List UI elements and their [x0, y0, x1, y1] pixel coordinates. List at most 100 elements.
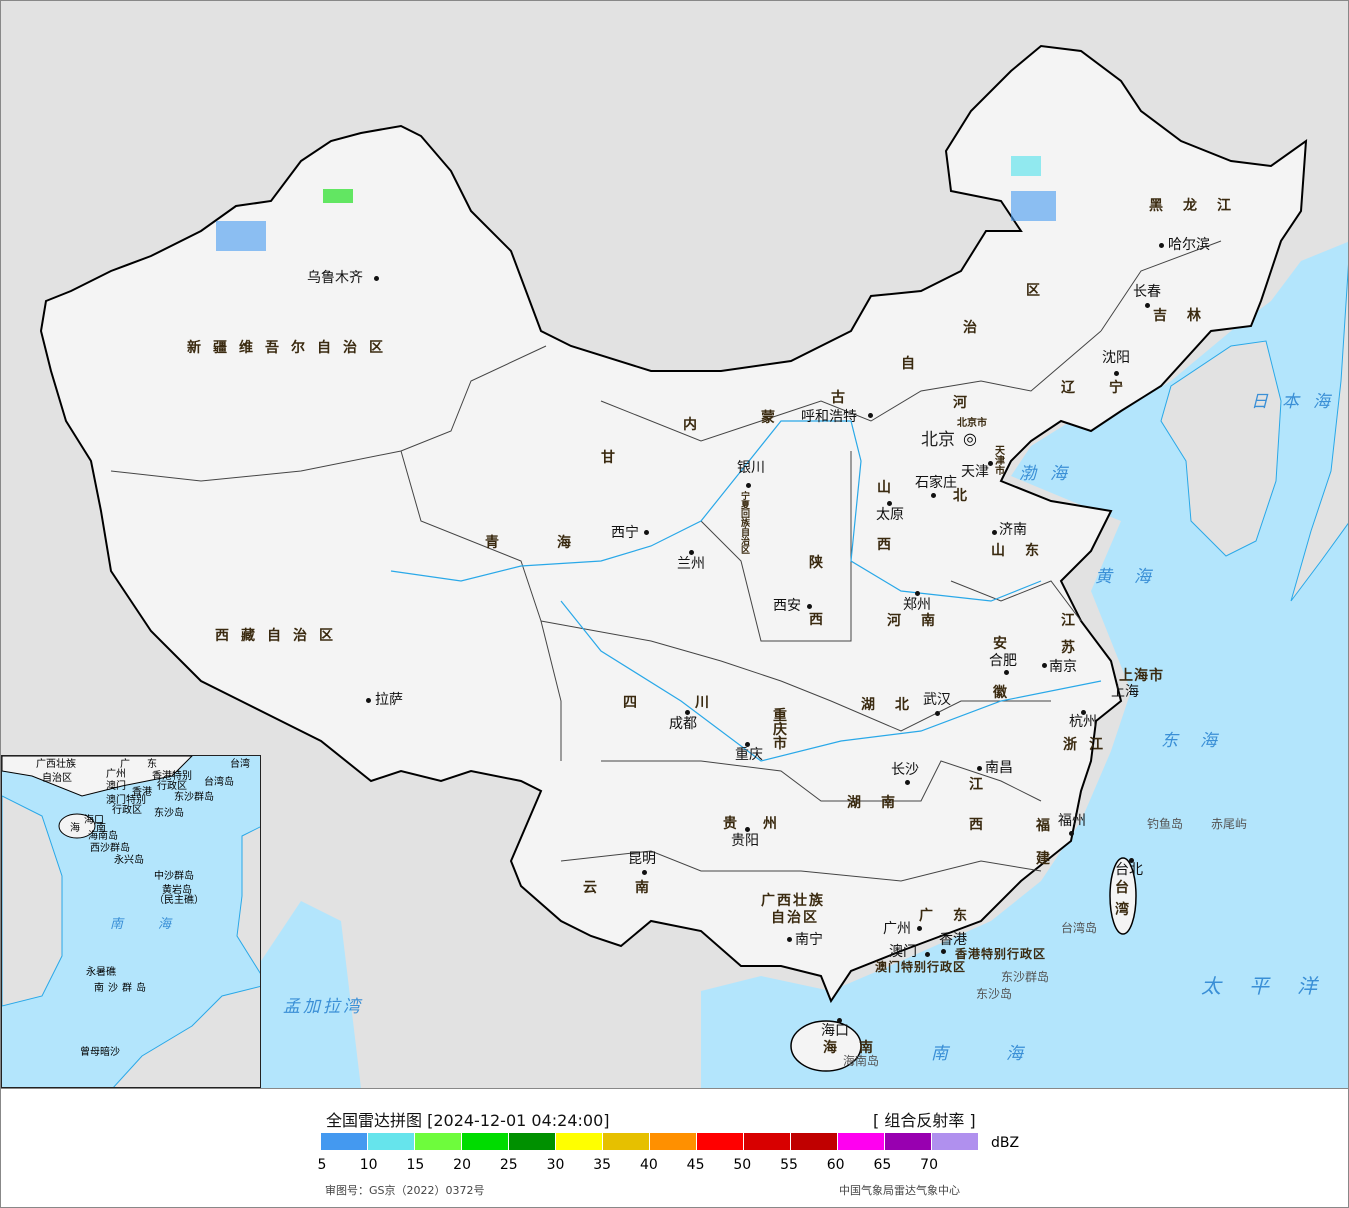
inset-label: 广州: [106, 769, 126, 780]
province-label: 上海市: [1119, 668, 1164, 684]
city-dot: [915, 591, 920, 596]
rivers: [390, 420, 1102, 762]
city-label: 福州: [1058, 813, 1086, 829]
inset-label: 行政区: [157, 781, 187, 792]
city-dot: [1114, 371, 1119, 376]
inset-label: 东: [147, 759, 157, 770]
city-label: 呼和浩特: [801, 409, 857, 425]
city-dot: [746, 483, 751, 488]
tick-label: 15: [406, 1157, 425, 1173]
sea-label: 南海: [931, 1044, 1081, 1064]
inset-label: 台湾岛: [204, 777, 234, 788]
tick-label: 70: [920, 1157, 939, 1173]
city-label: 杭州: [1069, 714, 1097, 730]
city-dot: [644, 530, 649, 535]
city-dot: [689, 550, 694, 555]
city-label: 武汉: [923, 692, 951, 708]
source-credit: 中国气象局雷达气象中心: [839, 1184, 960, 1197]
province-label: 内: [683, 417, 709, 433]
japan-land: [1290, 264, 1348, 602]
map-graphic: [39, 44, 1348, 1088]
province-label: 山东: [991, 543, 1059, 559]
province-label: 徽: [993, 685, 1019, 701]
bay-of-bengal: [241, 901, 361, 1088]
province-label: 建: [1036, 851, 1062, 867]
inset-graphic: [2, 756, 260, 1087]
inset-label: 海: [158, 917, 172, 932]
inset-label: 曾母暗沙: [80, 1047, 120, 1058]
city-label: 重庆: [735, 747, 763, 763]
island-label: 台湾岛: [1061, 921, 1098, 935]
province-label: 澳门特别行政区: [875, 960, 967, 974]
inset-label: 海口: [84, 815, 104, 826]
province-label: 北: [953, 488, 979, 504]
bullseye-icon: ◎: [963, 429, 977, 448]
city-label: 成都: [669, 716, 697, 732]
inset-label: 香港特别: [152, 771, 192, 782]
province-label: 青: [485, 535, 511, 551]
province-borders: [110, 240, 1222, 882]
inset-label: 海: [70, 823, 80, 834]
inset-philippines: [236, 826, 260, 974]
sea-label: 东海: [1161, 731, 1239, 751]
inset-label: 广西壮族: [36, 759, 76, 770]
city-dot: [905, 780, 910, 785]
province-label: 西藏自治区: [215, 628, 345, 644]
inset-label: 黄岩岛: [162, 885, 192, 896]
inset-mainland: [2, 756, 193, 797]
inset-label: 永暑礁: [86, 967, 116, 978]
city-label: 长沙: [891, 762, 919, 778]
province-label: 西: [877, 537, 903, 553]
city-label: 济南: [999, 522, 1027, 538]
tick-label: 55: [780, 1157, 798, 1173]
province-label: 湖北: [861, 697, 929, 713]
color-swatch: [697, 1133, 743, 1150]
sea-label: 黄海: [1095, 567, 1173, 587]
city-dot: [1004, 670, 1009, 675]
city-label: 南宁: [795, 932, 823, 948]
china-radar-map[interactable]: 新疆维吾尔自治区 西藏自治区 青 海 四 川 甘 内 蒙 古 自 治 区 黑龙江…: [1, 1, 1348, 1088]
tick-label: 25: [499, 1157, 518, 1173]
province-label: 福: [1036, 818, 1062, 834]
city-dot: [941, 949, 946, 954]
island-label: 赤尾屿: [1211, 817, 1248, 831]
city-label: 拉萨: [375, 692, 403, 708]
province-label: 吉林: [1153, 308, 1221, 324]
province-label: 河: [953, 395, 979, 411]
china-land[interactable]: [39, 44, 1308, 1004]
province-label: 云南: [583, 880, 687, 896]
inset-label: 台湾: [230, 759, 250, 770]
city-dot: [374, 276, 379, 281]
sea-label: 太平洋: [1201, 974, 1345, 998]
city-dot: [807, 604, 812, 609]
province-label: 湾: [1115, 902, 1141, 918]
province-label: 川: [695, 695, 721, 711]
inset-borneo: [113, 985, 260, 1087]
city-label: 石家庄: [915, 475, 957, 491]
city-label: 太原: [876, 507, 904, 523]
island-label: 东沙岛: [976, 987, 1013, 1001]
inset-label: 广: [120, 759, 130, 770]
inset-indochina: [2, 795, 63, 1007]
city-dot: [745, 742, 750, 747]
province-label: 蒙: [761, 410, 787, 426]
color-swatch: [744, 1133, 790, 1150]
inset-label: 澳门: [106, 781, 126, 792]
tick-label: 65: [873, 1157, 892, 1173]
province-label: 黑龙江: [1149, 198, 1251, 214]
unit-label: dBZ: [991, 1135, 1020, 1151]
color-swatch: [603, 1133, 649, 1150]
province-label: 重庆市: [773, 708, 787, 752]
city-label: 南京: [1049, 659, 1077, 675]
city-dot: [887, 501, 892, 506]
city-dot: [868, 413, 873, 418]
color-swatch: [932, 1133, 978, 1150]
tick-label: 20: [453, 1157, 472, 1173]
city-dot: [935, 711, 940, 716]
province-label: 新疆维吾尔自治区: [187, 340, 395, 356]
color-swatch: [885, 1133, 931, 1150]
province-label: 安: [993, 636, 1019, 652]
sea-label: 孟加拉湾: [283, 997, 363, 1017]
city-label: 上海: [1111, 684, 1139, 700]
color-scale-bar: [321, 1133, 978, 1150]
